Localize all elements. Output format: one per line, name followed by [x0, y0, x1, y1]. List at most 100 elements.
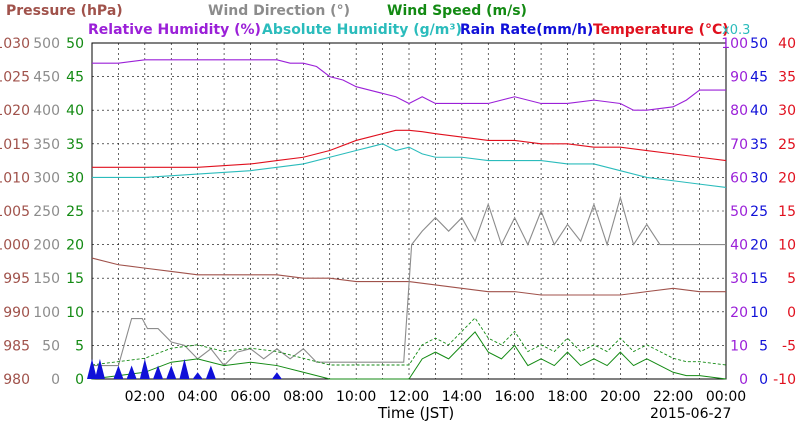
left-axis-2-tick-label: 20	[66, 238, 84, 254]
right-axis-2-tick-label: 10	[778, 238, 796, 254]
left-axis-2-tick-label: 40	[66, 103, 84, 119]
rain-rate-bar	[166, 365, 177, 379]
right-axis-0-tick-label: 50	[730, 204, 748, 220]
title-wind-direction: Wind Direction (°)	[208, 3, 350, 19]
left-axis-2-tick-label: 0	[75, 372, 84, 388]
x-tick-label: 22:00	[653, 389, 693, 405]
x-axis-label: Time (JST)	[377, 404, 454, 422]
right-axis-1-tick-label: 10	[750, 305, 768, 321]
x-tick-label: 04:00	[177, 389, 217, 405]
left-axis-1-tick-label: 300	[33, 170, 60, 186]
title-rain-rate: Rain Rate(mm/h)	[460, 22, 593, 38]
right-axis-2-tick-label: 30	[778, 103, 796, 119]
title-pressure: Pressure (hPa)	[6, 3, 123, 19]
right-axis-2-tick-label: 0	[787, 305, 796, 321]
series-line-2	[92, 143, 727, 189]
x-tick-label: 02:00	[125, 389, 165, 405]
right-axis-0-tick-label: 40	[730, 238, 748, 254]
left-axis-1-tick-label: 250	[33, 204, 60, 220]
rain-rate-bar	[271, 372, 282, 379]
series-line-4	[92, 195, 726, 367]
left-axis-1-tick-label: 200	[33, 238, 60, 254]
title-absolute-humidity: Absolute Humidity (g/m³)	[262, 22, 462, 38]
right-axis-1-tick-label: 20	[750, 238, 768, 254]
right-axis-2-tick-label: 35	[778, 70, 796, 86]
x-tick-label: 18:00	[547, 389, 587, 405]
left-axis-0-tick-label: 990	[3, 305, 30, 321]
right-axis-1-tick-label: 5	[759, 338, 768, 354]
series-layer	[87, 59, 727, 380]
title-multiplier: x0.3	[722, 23, 750, 38]
rain-rate-bar	[179, 358, 190, 379]
left-axis-1-tick-label: 500	[33, 36, 60, 52]
right-axis-1-tick-label: 0	[759, 372, 768, 388]
rain-rate-bar	[205, 365, 216, 379]
title-temperature: Temperature (°C)	[593, 22, 729, 38]
rain-rate-bar	[94, 358, 105, 379]
left-axis-2-tick-label: 30	[66, 170, 84, 186]
rain-rate-bar	[126, 365, 137, 379]
x-tick-label: 10:00	[336, 389, 376, 405]
x-tick-label: 14:00	[442, 389, 482, 405]
x-tick-label: 12:00	[389, 389, 429, 405]
rain-rate-bar	[87, 358, 97, 379]
left-axis-2-tick-label: 25	[66, 204, 84, 220]
right-axis-1-tick-label: 25	[750, 204, 768, 220]
rain-rate-bar	[139, 358, 150, 379]
left-axis-1-tick-label: 0	[51, 372, 60, 388]
right-axis-2-tick-label: 40	[778, 36, 796, 52]
date-label: 2015-06-27	[650, 406, 731, 422]
series-line-1	[92, 129, 727, 168]
rain-rate-bar	[153, 365, 164, 379]
right-axes: 0102030405060708090100051015202530354045…	[721, 36, 796, 388]
series-line-0	[92, 59, 726, 111]
right-axis-0-tick-label: 80	[730, 103, 748, 119]
right-axis-1-tick-label: 30	[750, 170, 768, 186]
right-axis-2-tick-label: -10	[773, 372, 796, 388]
wind-gust-line	[91, 317, 727, 366]
left-axis-0-tick-label: 980	[3, 372, 30, 388]
title-wind-speed: Wind Speed (m/s)	[387, 3, 527, 19]
x-tick-label: 20:00	[600, 389, 640, 405]
left-axis-1-tick-label: 400	[33, 103, 60, 119]
x-axis-ticks: 02:00 04:00 06:00 08:00 10:00 12:00 14:00 16:00…	[125, 389, 747, 405]
rain-rate-bar	[192, 372, 203, 379]
x-tick-label: 08:00	[283, 389, 323, 405]
left-axis-0-tick-label: 1005	[0, 204, 30, 220]
x-tick-label: 16:00	[494, 389, 534, 405]
left-axis-0-tick-label: 1010	[0, 170, 30, 186]
right-axis-1-tick-label: 45	[750, 70, 768, 86]
left-axis-1-tick-label: 100	[33, 305, 60, 321]
right-axis-2-tick-label: -5	[782, 338, 796, 354]
right-axis-0-tick-label: 0	[739, 372, 748, 388]
left-axes: 9809859909951000100510101015102010251030…	[0, 36, 84, 388]
right-axis-0-tick-label: 90	[730, 70, 748, 86]
right-axis-1-tick-label: 15	[750, 271, 768, 287]
left-axis-1-tick-label: 150	[33, 271, 60, 287]
left-axis-0-tick-label: 985	[3, 338, 30, 354]
right-axis-0-tick-label: 20	[730, 305, 748, 321]
title-relative-humidity: Relative Humidity (%)	[88, 22, 261, 38]
right-axis-2-tick-label: 15	[778, 204, 796, 220]
left-axis-2-tick-label: 5	[75, 338, 84, 354]
right-axis-0-tick-label: 100	[721, 36, 748, 52]
right-axis-1-tick-label: 50	[750, 36, 768, 52]
left-axis-2-tick-label: 35	[66, 137, 84, 153]
right-axis-0-tick-label: 30	[730, 271, 748, 287]
x-tick-label: 00:00	[706, 389, 746, 405]
left-axis-0-tick-label: 1025	[0, 70, 30, 86]
right-axis-0-tick-label: 10	[730, 338, 748, 354]
rain-rate-bar	[113, 365, 124, 379]
left-axis-0-tick-label: 995	[3, 271, 30, 287]
x-tick-label: 06:00	[230, 389, 270, 405]
series-line-5	[91, 331, 727, 380]
right-axis-1-tick-label: 35	[750, 137, 768, 153]
left-axis-2-tick-label: 50	[66, 36, 84, 52]
right-axis-2-tick-label: 20	[778, 170, 796, 186]
right-axis-0-tick-label: 60	[730, 170, 748, 186]
right-axis-2-tick-label: 5	[787, 271, 796, 287]
left-axis-1-tick-label: 350	[33, 137, 60, 153]
left-axis-2-tick-label: 45	[66, 70, 84, 86]
